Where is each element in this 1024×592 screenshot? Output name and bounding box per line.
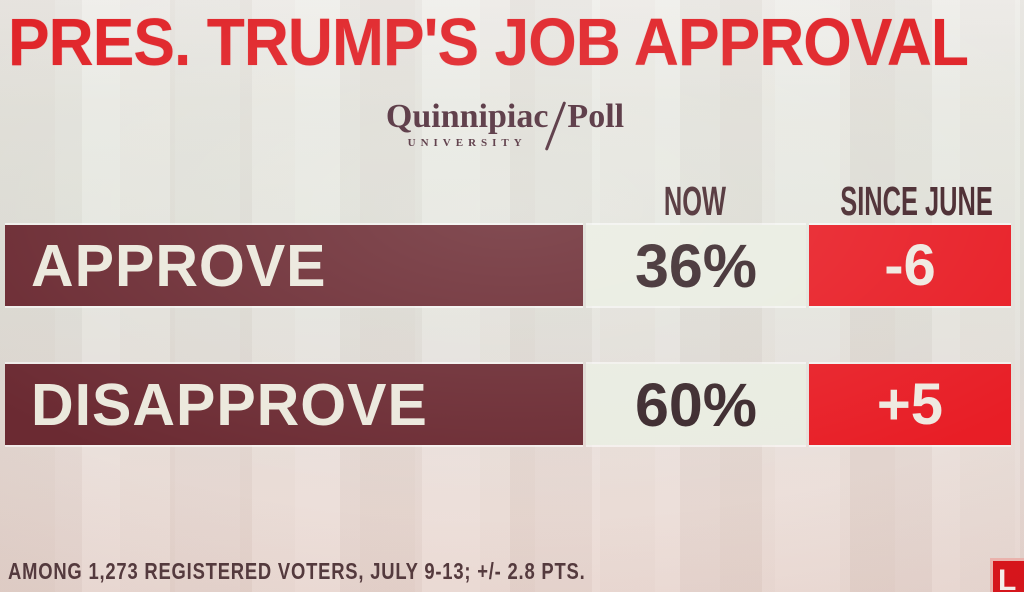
methodology-footnote: AMONG 1,273 REGISTERED VOTERS, JULY 9-13… (8, 558, 586, 584)
disapprove-now-value: 60% (586, 364, 806, 445)
quinnipiac-logo-name: Quinnipiac (385, 98, 549, 135)
quinnipiac-logo-name-block: Quinnipiac UNIVERSITY (385, 98, 549, 150)
approve-since-june-delta: -6 (809, 225, 1011, 306)
quinnipiac-logo-university: UNIVERSITY (407, 137, 527, 149)
page-title: PRES. TRUMP'S JOB APPROVAL (8, 5, 969, 80)
column-header-since-june: SINCE JUNE (840, 178, 993, 224)
approve-now-value: 36% (586, 225, 806, 306)
disapprove-label: DISAPPROVE (5, 364, 583, 445)
table-row-disapprove: DISAPPROVE 60% +5 (5, 364, 1011, 445)
table-row-approve: APPROVE 36% -6 (5, 225, 1011, 306)
approve-label: APPROVE (5, 225, 583, 306)
quinnipiac-logo-poll: Poll (567, 98, 625, 135)
live-bug: L (990, 558, 1024, 592)
column-header-now: NOW (663, 178, 727, 224)
disapprove-since-june-delta: +5 (809, 364, 1011, 445)
quinnipiac-logo: Quinnipiac UNIVERSITY Poll (0, 100, 1010, 152)
